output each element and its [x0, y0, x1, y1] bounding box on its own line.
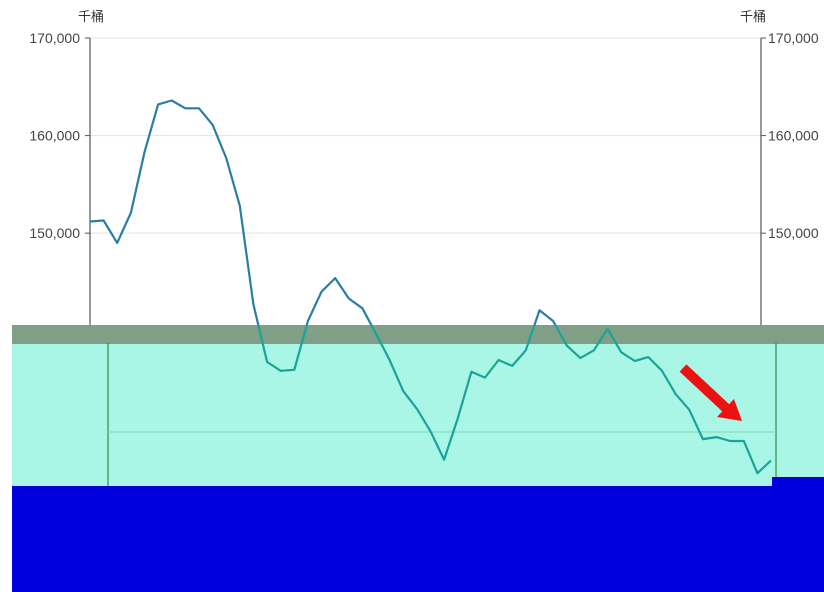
right-unit-label: 千桶	[740, 9, 766, 24]
right-tick-label: 150,000	[768, 225, 819, 241]
left-tick-label: 170,000	[29, 30, 80, 46]
blue-overlay-notch	[772, 477, 824, 487]
series-line-overlay	[257, 325, 772, 475]
gray-overlay-strip	[12, 325, 824, 344]
left-tick-label: 160,000	[29, 128, 80, 144]
red-arrow-annotation	[679, 364, 742, 421]
series-line	[89, 99, 557, 325]
right-tick-label: 170,000	[768, 30, 819, 46]
right-tick-label: 160,000	[768, 128, 819, 144]
blue-overlay-block	[12, 486, 824, 592]
grid-lines	[90, 37, 761, 234]
left-tick-label: 150,000	[29, 225, 80, 241]
left-unit-label: 千桶	[78, 9, 104, 24]
mint-overlay-band	[12, 343, 824, 486]
